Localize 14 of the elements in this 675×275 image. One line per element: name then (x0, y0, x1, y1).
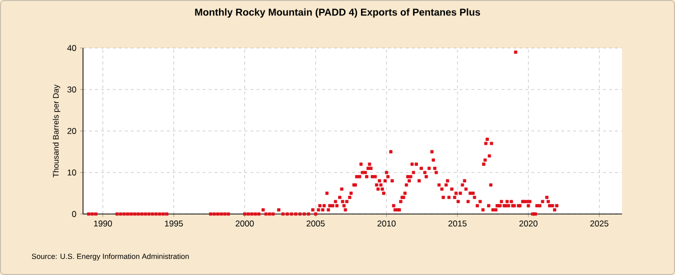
x-tick-label: 2015 (448, 220, 467, 227)
x-tick-label: 2025 (590, 220, 608, 227)
x-tick-label: 2000 (236, 220, 254, 227)
y-tick-label: 30 (67, 86, 76, 92)
chart-title: Monthly Rocky Mountain (PADD 4) Exports of Pentanes Plus (195, 8, 480, 18)
y-tick-label: 10 (68, 170, 76, 176)
y-tick-label: 0 (72, 211, 76, 217)
x-tick-label: 2020 (519, 220, 538, 227)
y-tick-label: 20 (67, 128, 76, 134)
x-tick-label: 1995 (165, 220, 183, 227)
x-tick-label: 1990 (94, 220, 112, 227)
x-tick-label: 2010 (378, 220, 396, 227)
x-tick-label: 2005 (306, 220, 325, 227)
y-tick-label: 40 (67, 45, 76, 51)
